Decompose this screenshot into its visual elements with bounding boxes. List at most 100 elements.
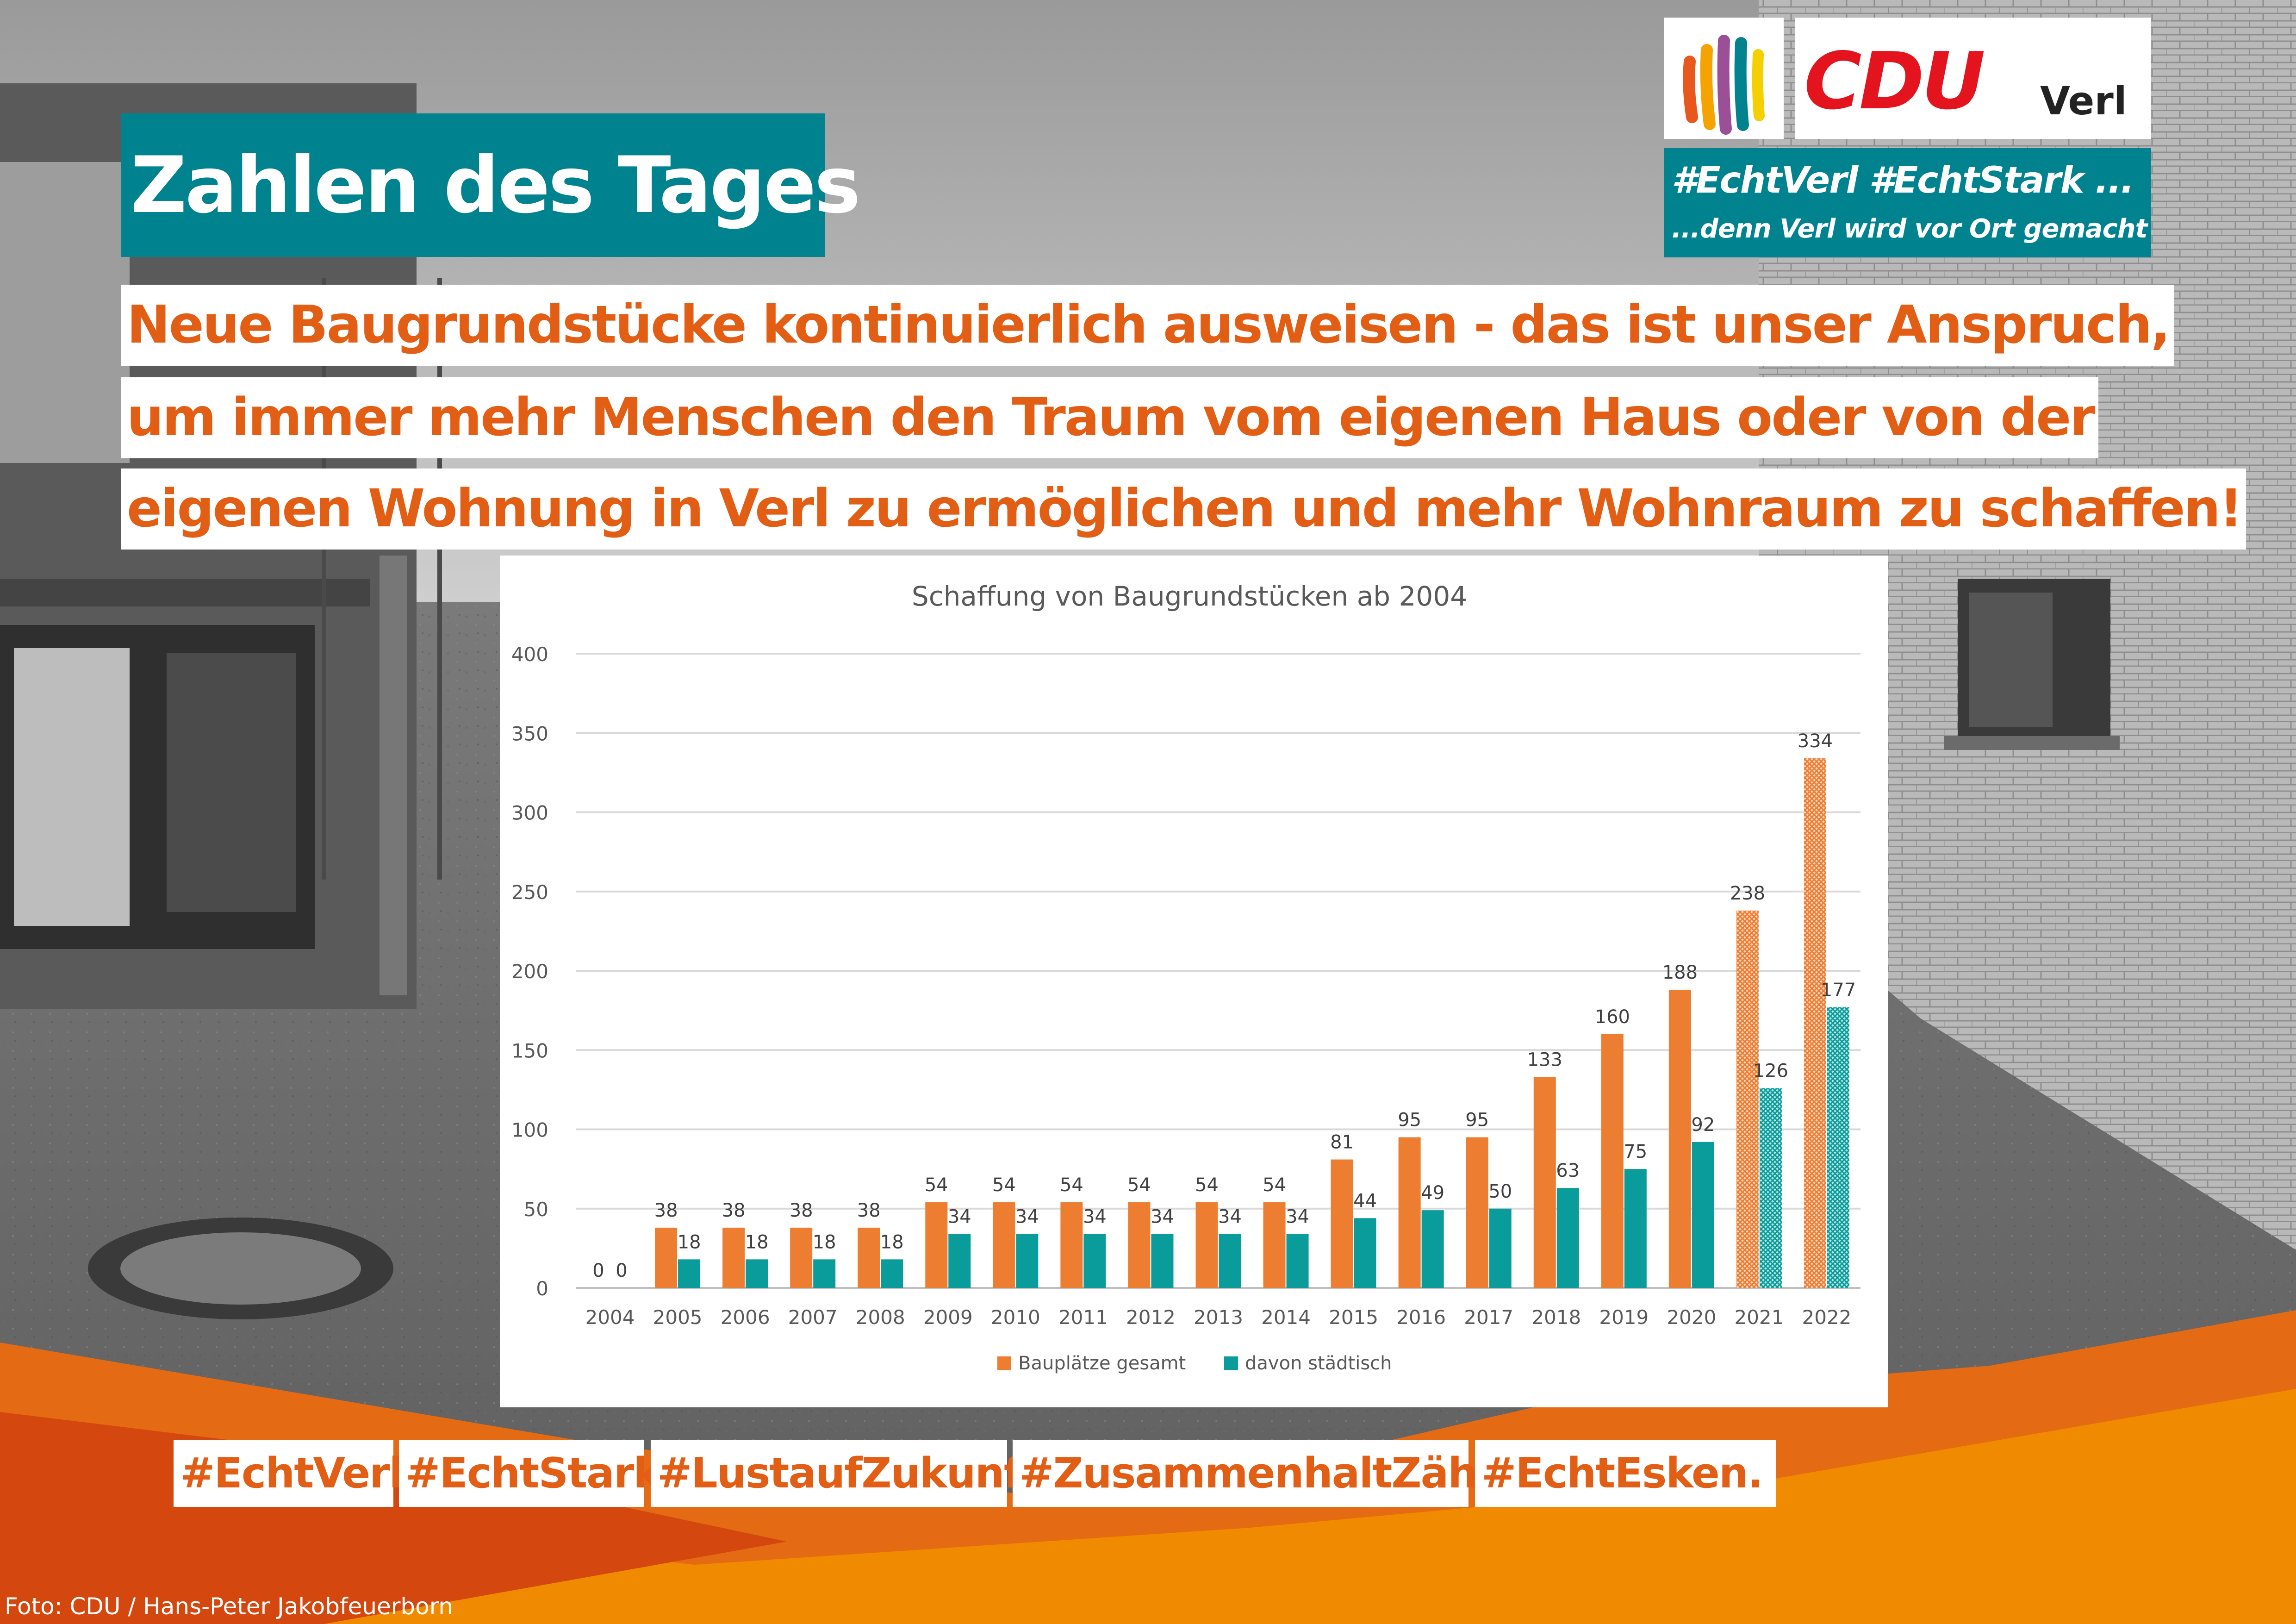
bar-gesamt-2014	[1263, 1202, 1286, 1288]
data-label: 38	[722, 1200, 746, 1221]
bar-gesamt-2020	[1668, 990, 1691, 1288]
y-tick-label: 250	[511, 881, 548, 904]
x-tick-label: 2018	[1531, 1306, 1581, 1329]
bar-staedtisch-2012	[1151, 1234, 1174, 1288]
x-tick-label: 2020	[1667, 1306, 1716, 1329]
chart-panel: Schaffung von Baugrundstücken ab 2004 0 5…	[500, 556, 1888, 1407]
data-label: 95	[1465, 1110, 1489, 1131]
bar-staedtisch-2005	[678, 1259, 701, 1288]
legend-label: davon städtisch	[1245, 1353, 1392, 1374]
x-tick-label: 2017	[1464, 1306, 1513, 1329]
data-label: 34	[1015, 1206, 1039, 1228]
bar-gesamt-2017	[1466, 1137, 1488, 1288]
data-label: 75	[1624, 1141, 1647, 1162]
x-tick-label: 2006	[721, 1306, 770, 1329]
bar-gesamt-2011	[1060, 1202, 1083, 1288]
y-tick-label: 50	[524, 1198, 548, 1221]
hashtag-echtverl: #EchtVerl.	[174, 1440, 418, 1507]
bar-staedtisch-2022	[1827, 1007, 1849, 1288]
x-tick-label: 2014	[1261, 1306, 1311, 1329]
bar-gesamt-2006	[722, 1227, 745, 1288]
hashtag-lustaufzukunft: #LustaufZukunft	[651, 1440, 1041, 1507]
data-label: 18	[813, 1231, 836, 1253]
data-label: 54	[1195, 1174, 1219, 1196]
bar-gesamt-2015	[1331, 1159, 1353, 1288]
legend-swatch-gesamt	[997, 1356, 1011, 1370]
data-label: 34	[1083, 1206, 1107, 1228]
bar-staedtisch-2011	[1083, 1234, 1106, 1288]
headline-line-3: eigenen Wohnung in Verl zu ermöglichen u…	[121, 468, 2246, 550]
x-tick-label: 2004	[585, 1306, 635, 1329]
data-label: 54	[1263, 1174, 1286, 1196]
data-label: 81	[1330, 1132, 1354, 1153]
party-logo-icon	[1664, 18, 1784, 139]
tagline-secondary: ...denn Verl wird vor Ort gemacht	[1672, 214, 2147, 244]
y-tick-label: 350	[511, 722, 548, 745]
data-label: 334	[1798, 731, 1833, 752]
bar-gesamt-2010	[993, 1202, 1015, 1288]
data-label: 34	[1218, 1206, 1242, 1228]
data-label: 133	[1527, 1049, 1562, 1070]
y-tick-label: 200	[511, 960, 548, 983]
bar-chart: Schaffung von Baugrundstücken ab 2004 0 5…	[511, 581, 1860, 1374]
bar-gesamt-2016	[1398, 1137, 1421, 1288]
data-label: 34	[1286, 1206, 1309, 1228]
bar-staedtisch-2016	[1421, 1210, 1444, 1288]
data-label: 18	[745, 1231, 769, 1253]
x-tick-label: 2022	[1802, 1306, 1852, 1329]
data-label: 34	[1151, 1206, 1174, 1228]
x-tick-label: 2016	[1396, 1306, 1446, 1329]
data-label: 54	[1060, 1174, 1083, 1196]
x-tick-label: 2013	[1194, 1306, 1243, 1329]
bar-gesamt-2008	[858, 1227, 880, 1288]
bar-staedtisch-2020	[1692, 1142, 1714, 1288]
x-tick-label: 2021	[1734, 1306, 1784, 1329]
hashtag-echtesken: #EchtEsken.	[1475, 1440, 1776, 1507]
data-label: 238	[1730, 883, 1765, 904]
chart-title: Schaffung von Baugrundstücken ab 2004	[912, 581, 1467, 612]
bar-gesamt-2018	[1533, 1077, 1556, 1288]
data-label: 18	[678, 1231, 701, 1253]
bar-staedtisch-2008	[881, 1259, 903, 1288]
data-label: 126	[1753, 1060, 1788, 1081]
x-tick-label: 2010	[991, 1306, 1040, 1329]
y-tick-label: 150	[511, 1039, 548, 1062]
bar-staedtisch-2009	[948, 1234, 971, 1288]
bar-staedtisch-2006	[746, 1259, 768, 1288]
x-tick-label: 2009	[923, 1306, 973, 1329]
data-label: 54	[992, 1174, 1016, 1196]
headline-line-2: um immer mehr Menschen den Traum vom eig…	[121, 377, 2099, 458]
x-tick-label: 2005	[653, 1306, 703, 1329]
bar-gesamt-2009	[925, 1202, 948, 1288]
cdu-logo: CDU Verl	[1795, 18, 2151, 139]
bar-staedtisch-2013	[1219, 1234, 1241, 1288]
page-title: Zahlen des Tages	[121, 113, 861, 257]
bar-gesamt-2021	[1736, 910, 1759, 1288]
data-label: 177	[1821, 980, 1856, 1001]
data-label: 95	[1398, 1110, 1421, 1131]
y-tick-label: 0	[536, 1277, 548, 1300]
data-label: 38	[654, 1200, 678, 1221]
tagline-primary: #EchtVerl #EchtStark ...	[1672, 160, 2134, 201]
bar-staedtisch-2015	[1354, 1218, 1376, 1288]
bar-staedtisch-2021	[1759, 1088, 1782, 1288]
data-label: 0	[616, 1260, 627, 1281]
bar-staedtisch-2007	[813, 1259, 836, 1288]
bar-gesamt-2022	[1804, 758, 1826, 1288]
y-tick-label: 100	[511, 1119, 548, 1142]
hashtag-echtstark: #EchtStark	[399, 1440, 661, 1507]
photo-credit: Foto: CDU / Hans-Peter Jakobfeuerborn	[5, 1593, 454, 1620]
cdu-wordmark: CDU	[1804, 36, 1985, 127]
data-label: 63	[1556, 1160, 1580, 1181]
x-tick-label: 2008	[856, 1306, 905, 1329]
data-label: 44	[1353, 1190, 1377, 1212]
data-label: 54	[925, 1174, 948, 1196]
bar-staedtisch-2017	[1489, 1208, 1512, 1288]
bar-staedtisch-2010	[1016, 1234, 1039, 1288]
y-tick-label: 300	[511, 802, 548, 824]
y-tick-label: 400	[511, 643, 548, 666]
data-label: 188	[1662, 962, 1698, 983]
x-tick-label: 2011	[1058, 1306, 1108, 1329]
data-label: 38	[790, 1200, 813, 1221]
data-label: 160	[1595, 1006, 1630, 1028]
